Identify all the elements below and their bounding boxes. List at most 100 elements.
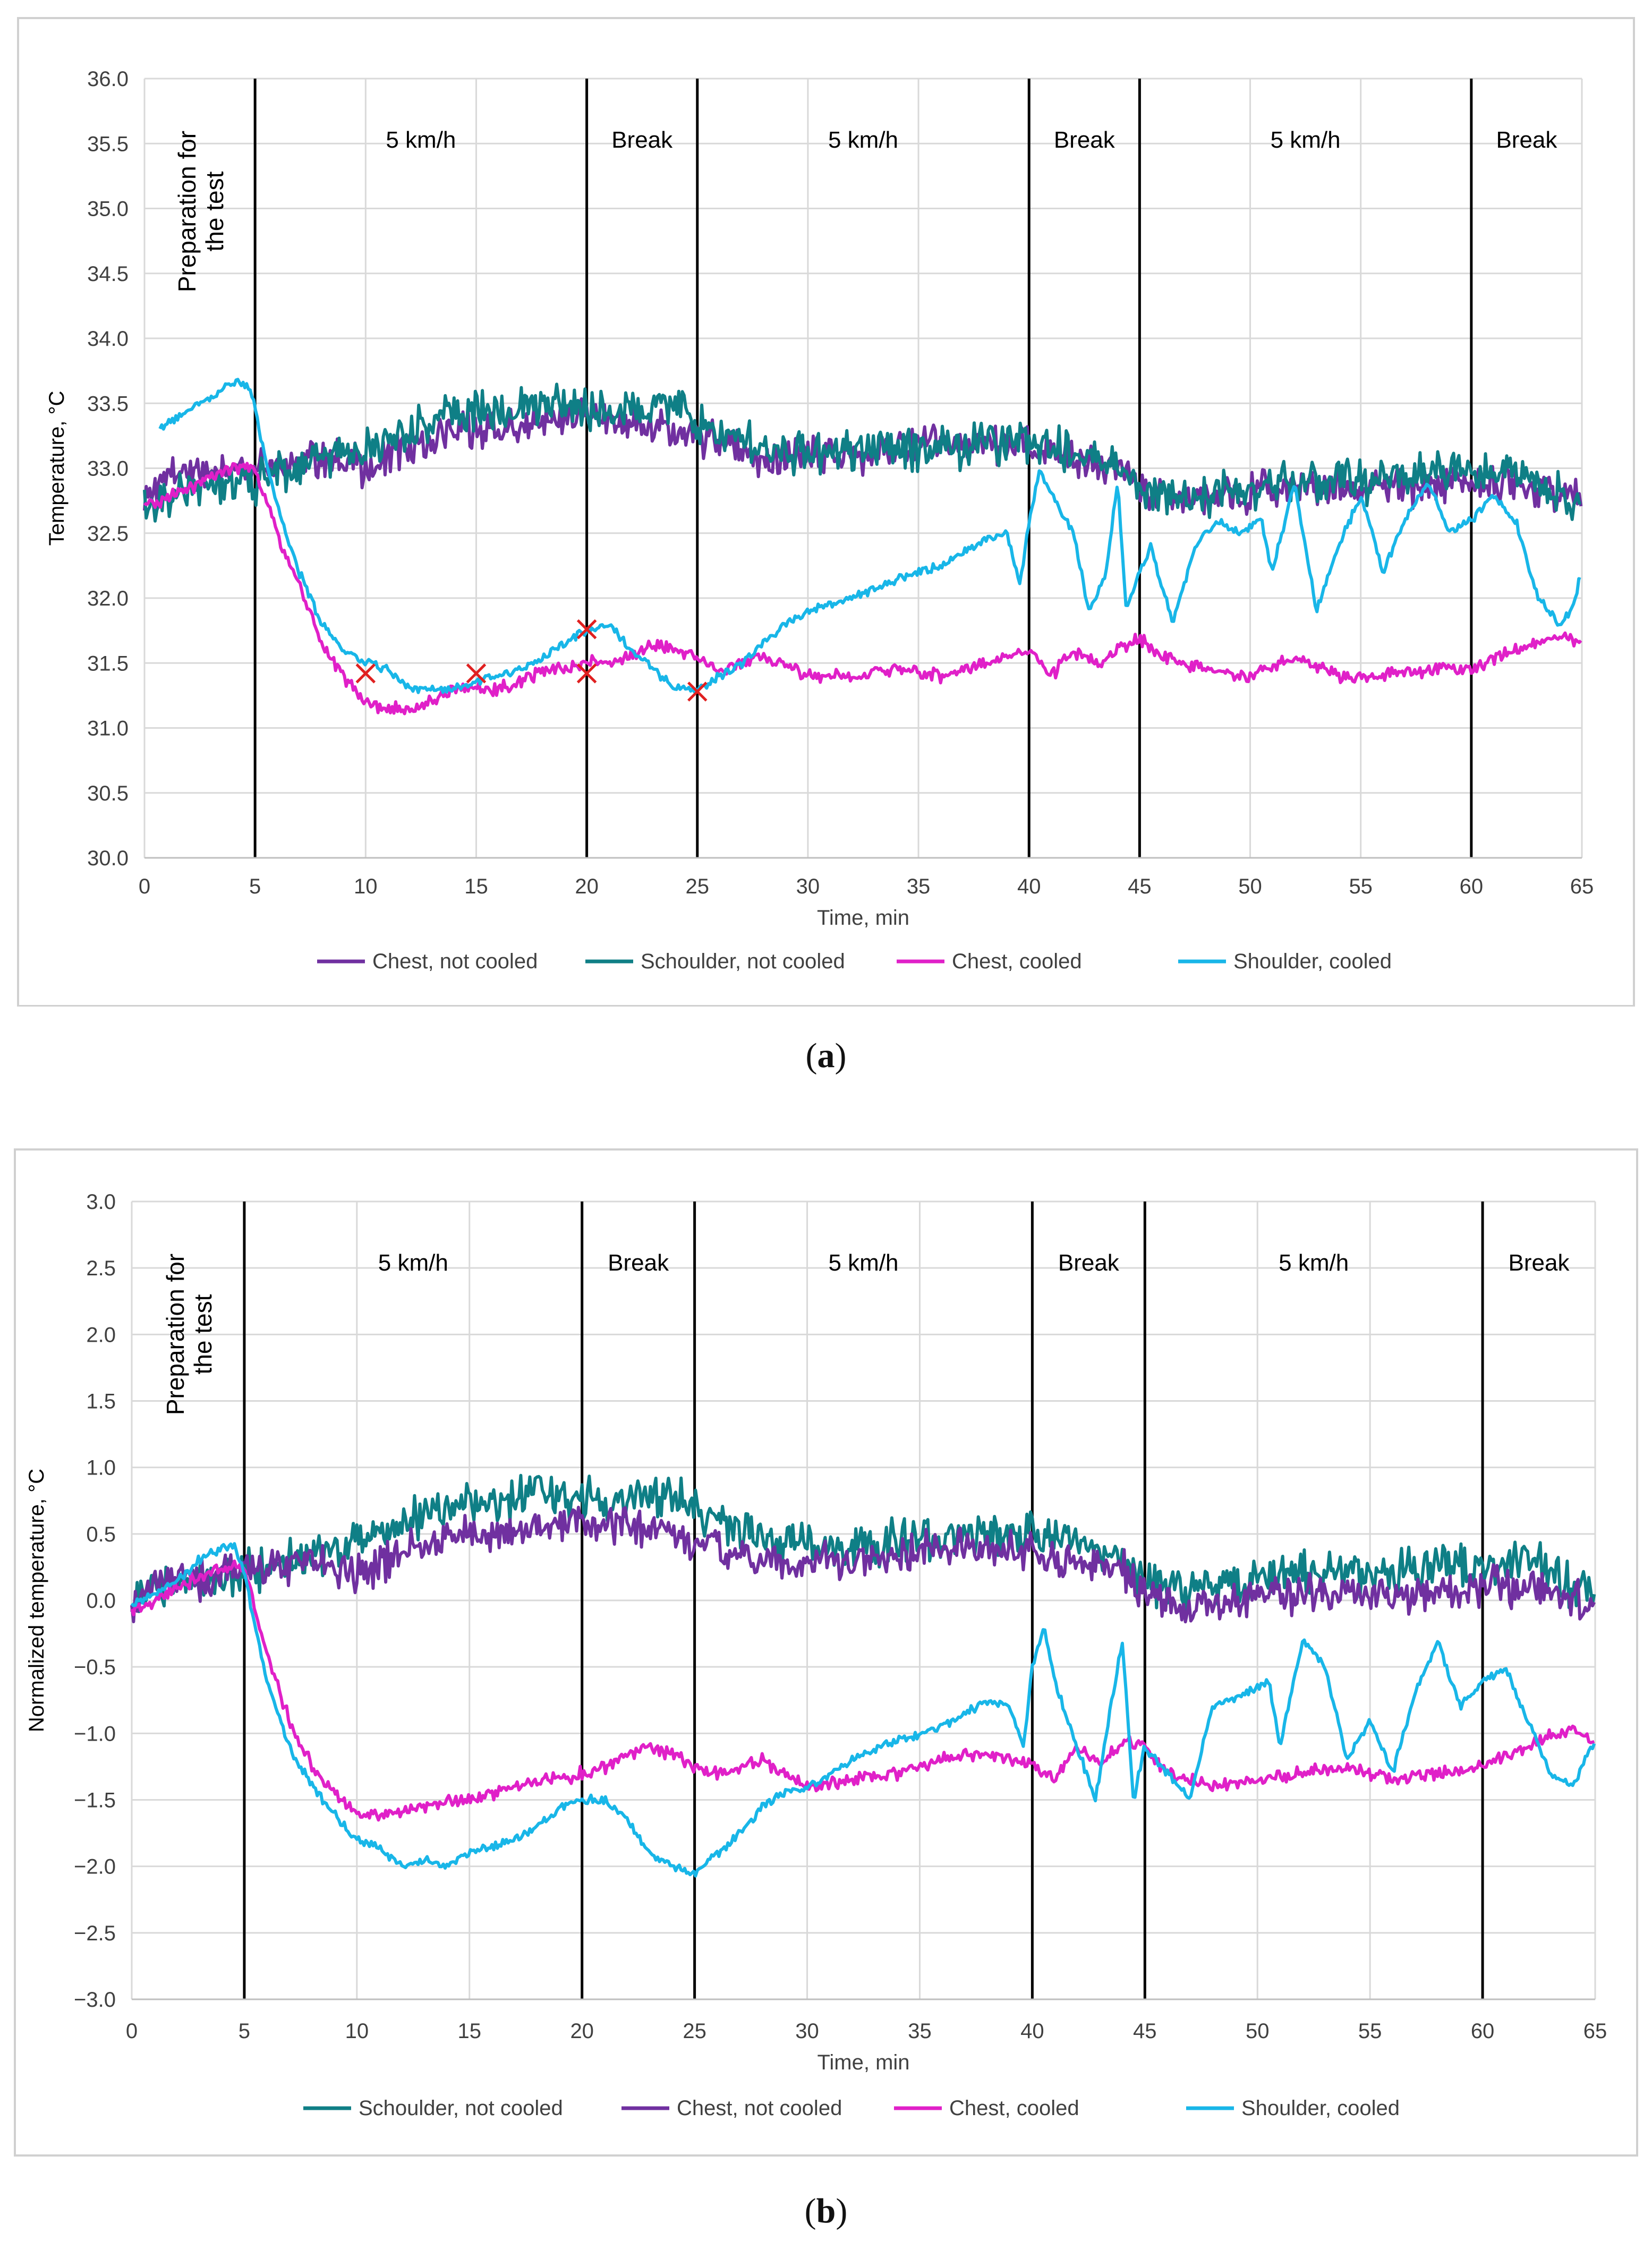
phase-label: Break	[1496, 127, 1557, 153]
event-marker-stroke	[576, 619, 597, 640]
phase-label: 5 km/h	[1271, 127, 1341, 153]
x-tick-label: 15	[464, 875, 488, 898]
axes: 30.0 30.5 31.0 31.5 32.0 32.5 33.0 33.5 34.0 34.5…	[45, 67, 1594, 930]
phase-label: 5 km/h	[1279, 1250, 1349, 1276]
x-tick-label: 60	[1460, 875, 1484, 898]
phase-label: Preparation forthe test	[173, 131, 228, 292]
y-tick-label: 33.5	[87, 392, 129, 415]
y-tick-label: 34.5	[87, 262, 129, 286]
event-marker	[576, 619, 597, 640]
x-tick-label: 65	[1570, 875, 1594, 898]
phase-label-line: the test	[189, 1294, 217, 1374]
x-tick-label: 35	[908, 2020, 932, 2043]
event-marker	[355, 663, 376, 684]
event-marker-stroke	[576, 663, 597, 684]
series-lines	[130, 1473, 1596, 1878]
y-tick-label: 2.0	[86, 1323, 116, 1347]
series-line	[130, 1505, 1596, 1624]
series-line	[143, 397, 1583, 516]
event-markers	[355, 619, 708, 702]
legend-label: Chest, cooled	[952, 950, 1082, 973]
phase-label: 5 km/h	[828, 1250, 898, 1276]
y-tick-label: 31.5	[87, 652, 129, 675]
phase-label: 5 km/h	[378, 1250, 448, 1276]
event-marker-stroke	[355, 663, 376, 684]
phase-label: Break	[1509, 1250, 1570, 1276]
x-tick-label: 0	[139, 875, 150, 898]
caption-a: (a)	[805, 1036, 847, 1075]
y-tick-label: 2.5	[86, 1257, 116, 1280]
x-tick-label: 60	[1471, 2020, 1495, 2043]
y-tick-label: 30.5	[87, 782, 129, 805]
series-line	[143, 462, 1582, 715]
x-tick-label: 0	[126, 2020, 138, 2043]
series-line	[130, 1542, 1596, 1878]
series-line	[143, 382, 1581, 523]
y-tick-label: 1.0	[86, 1456, 116, 1480]
caption-letter-a: a	[817, 1036, 835, 1075]
y-tick-label: −0.5	[74, 1656, 116, 1679]
axes: −3.0 −2.5 −2.0 −1.5 −1.0 −0.5 0.0 0.5 1.0 1.5 2.0 2…	[25, 1190, 1607, 2074]
phase-label: Break	[608, 1250, 669, 1276]
y-tick-label: 31.0	[87, 717, 129, 740]
y-tick-label: −2.5	[74, 1922, 116, 1945]
phase-label: Preparation forthe test	[161, 1254, 217, 1415]
x-tick-label: 25	[683, 2020, 706, 2043]
legend-label: Shoulder, cooled	[1241, 2097, 1400, 2120]
x-tick-label: 45	[1133, 2020, 1157, 2043]
y-axis-title: Temperature, °C	[45, 391, 69, 546]
x-tick-label: 65	[1583, 2020, 1607, 2043]
phase-label: Break	[1058, 1250, 1120, 1276]
phase-label: Break	[611, 127, 673, 153]
event-marker	[576, 663, 597, 684]
caption-letter-b: b	[816, 2192, 836, 2230]
x-tick-label: 20	[570, 2020, 594, 2043]
series-line	[130, 1560, 1595, 1822]
x-tick-label: 10	[354, 875, 378, 898]
event-marker-stroke	[466, 663, 487, 684]
x-tick-label: 50	[1246, 2020, 1270, 2043]
phase-label: 5 km/h	[828, 127, 898, 153]
x-tick-label: 30	[795, 2020, 819, 2043]
event-marker-stroke	[687, 681, 708, 702]
y-tick-label: 0.0	[86, 1589, 116, 1613]
caption-b: (b)	[804, 2192, 848, 2230]
y-tick-label: −1.5	[74, 1789, 116, 1812]
y-tick-label: 34.0	[87, 327, 129, 351]
y-tick-label: 35.5	[87, 132, 129, 156]
phase-labels: Preparation forthe test 5 km/h Break 5 km/h…	[173, 127, 1557, 292]
y-tick-label: 1.5	[86, 1390, 116, 1413]
phase-label-line: Preparation for	[173, 131, 201, 292]
x-tick-label: 25	[686, 875, 710, 898]
y-tick-label: −3.0	[74, 1988, 116, 2012]
event-marker	[687, 681, 708, 702]
phase-labels: Preparation forthe test 5 km/h Break 5 km/h…	[161, 1250, 1570, 1415]
y-tick-label: 33.0	[87, 457, 129, 481]
y-tick-label: 36.0	[87, 67, 129, 91]
y-tick-label: 32.0	[87, 587, 129, 610]
legend-label: Chest, not cooled	[677, 2097, 842, 2120]
x-tick-label: 40	[1020, 2020, 1044, 2043]
series-lines	[143, 378, 1583, 715]
x-tick-label: 55	[1358, 2020, 1382, 2043]
chart-a: Preparation forthe test 5 km/h Break 5 km/h…	[17, 17, 1635, 1007]
y-tick-label: −2.0	[74, 1855, 116, 1879]
x-tick-label: 50	[1238, 875, 1262, 898]
phase-label-line: Preparation for	[161, 1254, 189, 1415]
x-tick-label: 55	[1349, 875, 1373, 898]
y-tick-label: 32.5	[87, 522, 129, 546]
x-tick-label: 15	[458, 2020, 482, 2043]
y-tick-label: 0.5	[86, 1523, 116, 1546]
x-axis-title: Time, min	[817, 906, 909, 930]
legend-label: Shoulder, cooled	[1233, 950, 1392, 973]
legend: Schoulder, not cooled Chest, not cooled Ch…	[303, 2097, 1400, 2120]
legend: Chest, not cooled Schoulder, not cooled Ch…	[317, 950, 1392, 973]
phase-label: Break	[1054, 127, 1115, 153]
x-tick-label: 40	[1017, 875, 1041, 898]
x-tick-label: 30	[796, 875, 820, 898]
x-tick-label: 45	[1128, 875, 1152, 898]
series-line	[158, 378, 1581, 694]
y-tick-label: 35.0	[87, 198, 129, 221]
y-axis-title: Normalized temperature, °C	[25, 1469, 48, 1732]
chart-frame	[14, 1148, 1638, 2157]
